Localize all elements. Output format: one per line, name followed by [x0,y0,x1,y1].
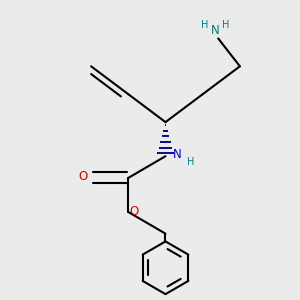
Text: O: O [130,206,139,218]
Text: N: N [173,148,182,161]
Text: O: O [79,170,88,183]
Text: H: H [222,20,230,30]
Text: H: H [201,20,208,30]
Text: N: N [211,24,220,37]
Text: H: H [187,157,194,167]
